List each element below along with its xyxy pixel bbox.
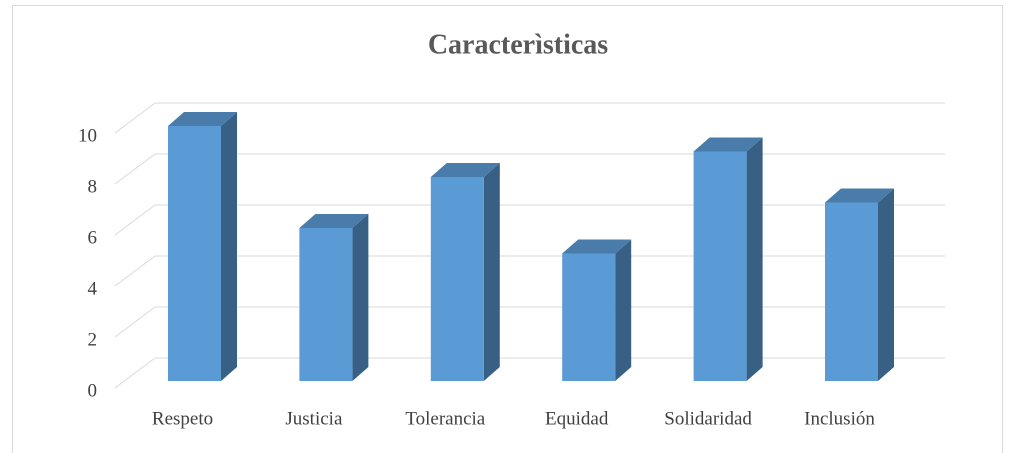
x-tick-label: Inclusión: [804, 408, 875, 429]
x-tick-label: Equidad: [545, 408, 609, 429]
chart-frame: [12, 5, 1003, 453]
y-tick-label: 0: [88, 380, 98, 401]
bar-side: [352, 214, 369, 381]
y-tick-label: 8: [88, 176, 98, 197]
bar-top: [430, 163, 500, 177]
bar-top: [299, 214, 369, 228]
bar: [430, 177, 484, 381]
y-tick-label: 4: [88, 278, 98, 299]
y-tick-label: 10: [78, 125, 97, 146]
bar-top: [562, 239, 632, 254]
bar: [299, 228, 353, 381]
bar-side: [615, 239, 632, 381]
bar: [825, 202, 878, 381]
grid-line: [114, 153, 156, 185]
grid-line: [114, 102, 156, 134]
bar-side: [746, 137, 763, 381]
x-tick-label: Justicia: [285, 408, 343, 429]
bar-side: [221, 112, 237, 381]
grid-line: [114, 204, 156, 236]
bar: [693, 151, 747, 381]
bar-top: [825, 188, 894, 203]
bar-top: [168, 112, 237, 126]
chart-title: Caracterìsticas: [428, 29, 608, 60]
grid-line: [114, 357, 156, 389]
grid-line: [114, 255, 156, 287]
y-tick-label: 6: [88, 227, 98, 248]
y-tick-label: 2: [88, 329, 98, 350]
bar: [562, 253, 616, 381]
x-tick-label: Respeto: [152, 408, 213, 429]
grid-line: [114, 306, 156, 338]
bar-side: [483, 163, 500, 381]
bar: [168, 126, 221, 381]
bar-side: [878, 188, 894, 381]
bar-top: [693, 137, 763, 152]
x-tick-label: Tolerancia: [405, 408, 485, 429]
x-tick-label: Solidaridad: [664, 408, 752, 429]
